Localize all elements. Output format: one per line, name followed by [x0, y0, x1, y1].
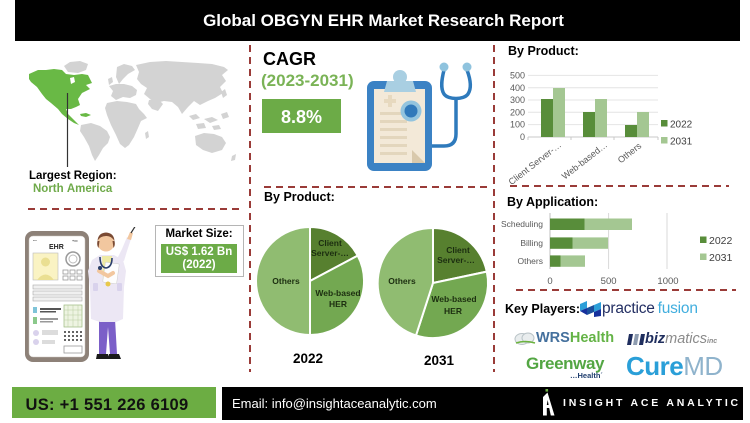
svg-text:Server-…: Server-…	[311, 248, 349, 258]
svg-text:Web-based…: Web-based…	[560, 140, 609, 182]
svg-text:Billing: Billing	[520, 238, 543, 248]
svg-text:0: 0	[520, 132, 525, 142]
svg-text:●▬: ●▬	[72, 239, 78, 243]
svg-text:1000: 1000	[657, 276, 678, 287]
svg-text:HER: HER	[329, 299, 347, 309]
svg-text:Web-based: Web-based	[315, 288, 360, 298]
svg-text:Web-based: Web-based	[431, 294, 476, 304]
svg-text:400: 400	[510, 83, 525, 93]
svg-text:2031: 2031	[670, 137, 693, 148]
svg-text:2031: 2031	[709, 252, 733, 264]
svg-text:EHR: EHR	[49, 244, 64, 251]
svg-text:100: 100	[510, 120, 525, 130]
svg-text:2022: 2022	[709, 235, 733, 247]
svg-text:2022: 2022	[670, 120, 693, 131]
svg-text:500: 500	[601, 276, 617, 287]
svg-text:Others: Others	[388, 276, 416, 286]
svg-text:Client Server-…: Client Server-…	[507, 140, 564, 185]
svg-text:0: 0	[547, 276, 552, 287]
svg-text:300: 300	[510, 95, 525, 105]
svg-text:Client: Client	[318, 238, 342, 248]
svg-text:•••: •••	[33, 239, 37, 243]
svg-text:HER: HER	[444, 306, 462, 316]
svg-text:Client: Client	[446, 245, 470, 255]
svg-text:Server-…: Server-…	[437, 255, 475, 265]
svg-text:Scheduling: Scheduling	[501, 219, 543, 229]
svg-text:Others: Others	[272, 276, 300, 286]
svg-text:Others: Others	[616, 140, 644, 165]
svg-text:500: 500	[510, 71, 525, 81]
svg-text:Others: Others	[517, 256, 543, 266]
svg-text:200: 200	[510, 107, 525, 117]
